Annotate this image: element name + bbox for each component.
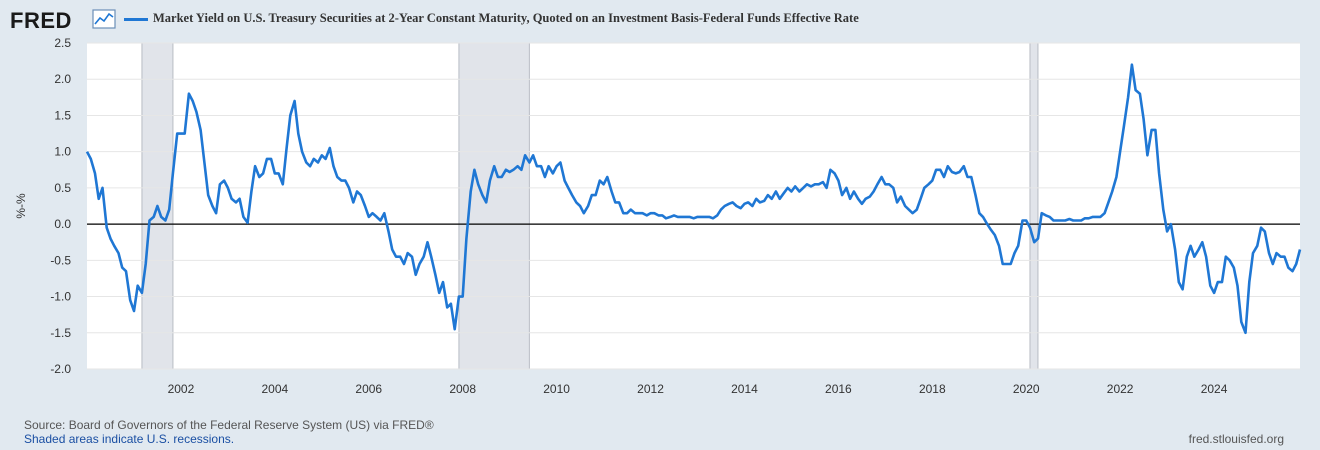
- y-tick-label: 0.5: [54, 181, 71, 195]
- x-tick-label: 2012: [637, 382, 664, 396]
- x-tick-label: 2016: [825, 382, 852, 396]
- y-tick-label: 1.5: [54, 108, 71, 122]
- x-axis-ticks: 2002 2004 2006 2008 2010 2012 2014 2016 2018 2020…: [168, 382, 1228, 396]
- recession-band: [1029, 42, 1039, 370]
- recession-band: [141, 42, 174, 370]
- source-note: Source: Board of Governors of the Federa…: [24, 418, 434, 432]
- y-axis-ticks: 2.5 2.0 1.5 1.0 0.5 0.0 -0.5 -1.0 -1.5 -2.0: [50, 36, 71, 376]
- x-tick-label: 2022: [1107, 382, 1134, 396]
- x-tick-label: 2002: [168, 382, 195, 396]
- legend-line-swatch: [124, 18, 148, 21]
- x-tick-label: 2018: [919, 382, 946, 396]
- recession-note[interactable]: Shaded areas indicate U.S. recessions.: [24, 432, 235, 446]
- x-tick-label: 2008: [449, 382, 476, 396]
- series-line: [85, 63, 1302, 335]
- y-tick-label: -1.5: [50, 326, 71, 340]
- y-tick-label: -0.5: [50, 253, 71, 267]
- x-tick-label: 2020: [1013, 382, 1040, 396]
- y-axis-label: %-%: [14, 193, 28, 219]
- y-tick-label: 0.0: [54, 217, 71, 231]
- site-link[interactable]: fred.stlouisfed.org: [1188, 432, 1284, 446]
- y-tick-label: 2.5: [54, 36, 71, 50]
- y-tick-label: 2.0: [54, 72, 71, 86]
- y-tick-label: -2.0: [50, 362, 71, 376]
- plot-area: [87, 43, 1300, 369]
- y-tick-label: -1.0: [50, 290, 71, 304]
- x-tick-label: 2006: [355, 382, 382, 396]
- x-tick-label: 2014: [731, 382, 758, 396]
- x-tick-label: 2004: [261, 382, 288, 396]
- y-tick-label: 1.0: [54, 145, 71, 159]
- x-tick-label: 2024: [1201, 382, 1228, 396]
- chart-title: Market Yield on U.S. Treasury Securities…: [153, 11, 859, 25]
- x-tick-label: 2010: [543, 382, 570, 396]
- fred-logo[interactable]: FRED: [10, 8, 72, 33]
- trend-chart-icon: [92, 9, 116, 29]
- chart-header: FRED Market Yield on U.S. Treasury Secur…: [0, 0, 1320, 40]
